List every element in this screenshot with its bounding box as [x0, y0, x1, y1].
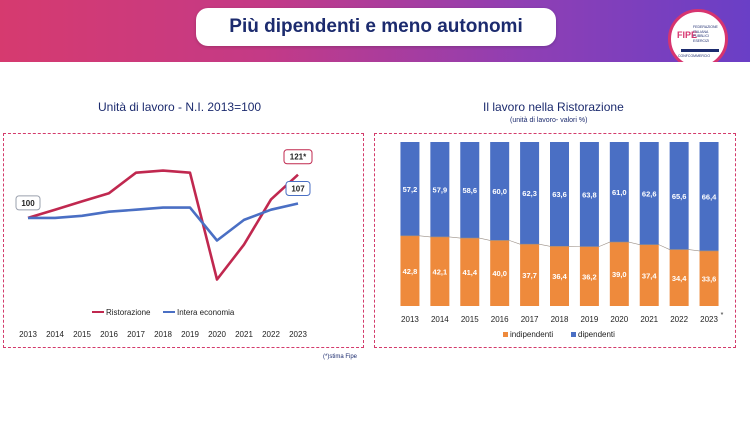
bar-label-indipendenti: 37,4 — [642, 271, 657, 280]
bar-segment-indipendenti — [699, 250, 719, 306]
logo-name: FIPE — [677, 30, 698, 40]
bar-label-indipendenti: 40,0 — [492, 269, 507, 278]
bar-label-indipendenti: 42,1 — [433, 267, 448, 276]
bar-segment-indipendenti — [550, 246, 569, 306]
series-line-1 — [28, 202, 299, 242]
bar-label-dipendenti: 62,3 — [522, 189, 537, 198]
bar-label-indipendenti: 36,2 — [582, 272, 597, 281]
x-tick-label: 2021 — [640, 315, 658, 324]
bar-label-indipendenti: 36,4 — [552, 272, 567, 281]
bar-label-dipendenti: 57,9 — [433, 185, 448, 194]
bar-label-indipendenti: 34,4 — [672, 274, 687, 283]
legend-label-dipendenti: dipendenti — [578, 330, 615, 339]
annotation-box — [285, 180, 311, 196]
bar-segment-dipendenti — [520, 142, 540, 245]
bar-segment-dipendenti — [460, 142, 480, 239]
legend-swatch-dipendenti — [571, 332, 576, 337]
x-tick-label: 2022 — [262, 330, 280, 339]
bar-label-dipendenti: 65,6 — [672, 192, 687, 201]
bar-label-dipendenti: 66,4 — [702, 192, 717, 201]
bar-segment-dipendenti — [699, 142, 719, 251]
annotation-label: 100 — [21, 199, 35, 208]
bar-segment-dipendenti — [490, 142, 510, 241]
x-tick-label: 2018 — [154, 330, 172, 339]
bar-label-dipendenti: 62,6 — [642, 189, 657, 198]
bar-segment-indipendenti — [669, 249, 689, 306]
bar-segment-indipendenti — [639, 244, 659, 306]
bar-label-indipendenti: 41,4 — [462, 268, 477, 277]
fipe-logo: FIPE FEDERAZIONE ITALIANA PUBBLICI ESERCIZI… — [668, 9, 728, 69]
legend-label-0: Ristorazione — [106, 308, 151, 317]
bar-segment-indipendenti — [460, 238, 480, 306]
title-pill: Più dipendenti e meno autonomi — [196, 8, 556, 46]
bar-label-dipendenti: 58,6 — [462, 186, 477, 195]
x-tick-label: 2017 — [127, 330, 145, 339]
bar-label-indipendenti: 39,0 — [612, 270, 627, 279]
bar-segment-dipendenti — [550, 142, 569, 247]
x-tick-label: 2015 — [461, 315, 479, 324]
x-tick-label: 2013 — [401, 315, 419, 324]
bar-segment-indipendenti — [490, 240, 510, 306]
annotation-label: 107 — [291, 184, 305, 193]
x-tick-label: 2016 — [100, 330, 118, 339]
bar-segment-indipendenti — [400, 235, 420, 306]
bar-segment-indipendenti — [520, 244, 540, 306]
bar-label-dipendenti: 61,0 — [612, 188, 627, 197]
x-tick-label: 2017 — [521, 315, 539, 324]
x-tick-label: 2014 — [46, 330, 64, 339]
logo-bar — [681, 49, 719, 52]
bar-chart-subtitle: (unità di lavoro- valori %) — [510, 117, 588, 124]
bar-segment-dipendenti — [609, 142, 629, 243]
bar-label-dipendenti: 63,8 — [582, 190, 597, 199]
annotation-label: 121* — [290, 153, 307, 162]
bar-label-indipendenti: 37,7 — [522, 271, 537, 280]
x-tick-label: 2020 — [208, 330, 226, 339]
page-title: Più dipendenti e meno autonomi — [229, 16, 523, 37]
category-mark: * — [721, 312, 724, 319]
bar-segment-dipendenti — [400, 142, 420, 236]
bar-segment-dipendenti — [579, 142, 599, 247]
x-tick-label: 2021 — [235, 330, 253, 339]
x-tick-label: 2019 — [581, 315, 599, 324]
bar-label-indipendenti: 33,6 — [702, 274, 717, 283]
bar-chart-title: Il lavoro nella Ristorazione — [483, 100, 624, 114]
header-banner: Più dipendenti e meno autonomi FIPE FEDE… — [0, 0, 750, 69]
bar-chart-frame — [374, 133, 736, 348]
annotation-box — [15, 195, 41, 211]
legend-label-indipendenti: indipendenti — [510, 330, 553, 339]
bar-label-indipendenti: 42,8 — [403, 267, 418, 276]
x-tick-label: 2016 — [491, 315, 509, 324]
bar-segment-dipendenti — [669, 142, 689, 250]
line-chart-frame — [3, 133, 364, 348]
bar-segment-indipendenti — [609, 242, 629, 306]
bar-segment-dipendenti — [639, 142, 659, 245]
bar-label-dipendenti: 57,2 — [403, 185, 418, 194]
line-chart-title: Unità di lavoro - N.I. 2013=100 — [98, 100, 262, 114]
x-tick-label: 2020 — [610, 315, 628, 324]
logo-subtitle: FEDERAZIONE ITALIANA PUBBLICI ESERCIZI — [693, 25, 718, 43]
legend-label-1: Intera economia — [177, 308, 235, 317]
x-tick-label: 2023 — [700, 315, 718, 324]
bar-segment-indipendenti — [579, 246, 599, 306]
series-line-0 — [27, 169, 299, 281]
bar-segment-indipendenti — [430, 236, 450, 306]
logo-tagline: CONFCOMMERCIO — [678, 54, 711, 58]
bar-segment-dipendenti — [430, 142, 450, 237]
series-boundary-line — [400, 235, 719, 252]
legend-swatch-indipendenti — [503, 332, 508, 337]
x-tick-label: 2023 — [289, 330, 307, 339]
annotation-box — [283, 149, 313, 165]
footnote: (*)stima Fipe — [323, 354, 358, 360]
bar-label-dipendenti: 60,0 — [492, 187, 507, 196]
x-tick-label: 2019 — [181, 330, 199, 339]
bar-label-dipendenti: 63,6 — [552, 190, 567, 199]
x-tick-label: 2015 — [73, 330, 91, 339]
x-tick-label: 2022 — [670, 315, 688, 324]
x-tick-label: 2013 — [19, 330, 37, 339]
x-tick-label: 2014 — [431, 315, 449, 324]
x-tick-label: 2018 — [551, 315, 569, 324]
